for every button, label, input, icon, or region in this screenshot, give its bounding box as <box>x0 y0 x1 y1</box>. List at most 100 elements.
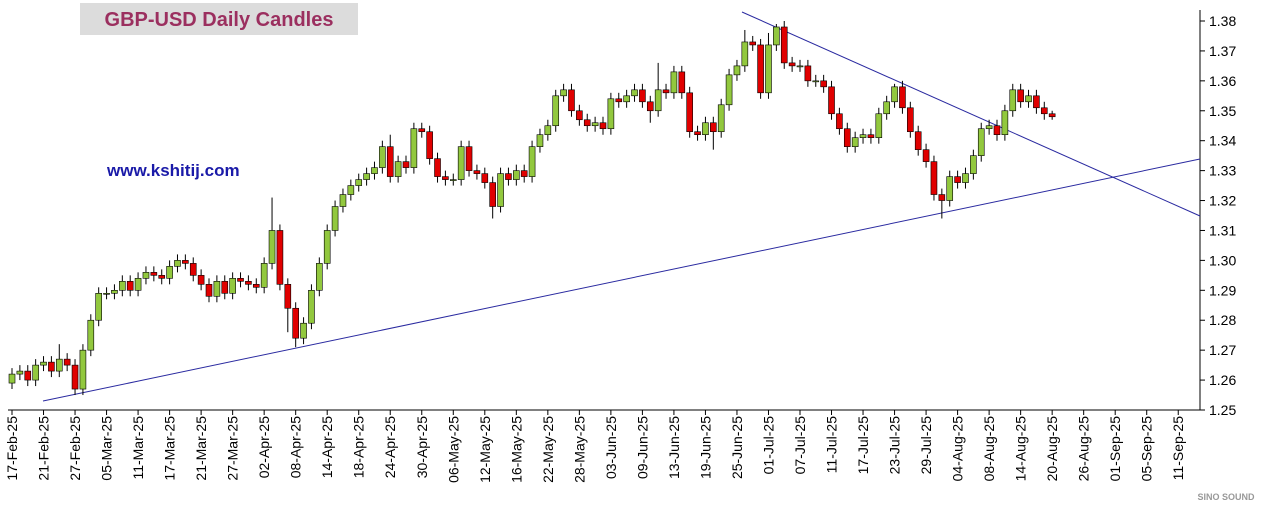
candle-body <box>717 104 725 133</box>
x-tick-label: 03-Jun-25 <box>603 416 619 479</box>
candle-body <box>473 170 481 174</box>
candle-body <box>962 173 969 183</box>
candle-body <box>276 230 284 285</box>
y-tick-label: 1.31 <box>1209 222 1236 238</box>
y-tick-label: 1.35 <box>1209 103 1236 119</box>
candle-body <box>899 86 906 109</box>
candle-body <box>1025 95 1032 103</box>
candle-body <box>977 128 985 156</box>
y-tick-label: 1.37 <box>1209 43 1236 59</box>
candle-body <box>859 134 867 138</box>
candle-body <box>119 281 126 291</box>
candle-body <box>339 194 347 207</box>
candle-body <box>773 26 780 46</box>
candle-body <box>331 206 339 231</box>
candle-body <box>418 128 426 133</box>
candle-body <box>662 89 670 94</box>
candle-body <box>694 131 701 136</box>
candle-body <box>678 71 686 94</box>
candle-body <box>166 266 173 279</box>
candle-body <box>24 370 32 381</box>
candle-body <box>268 230 276 264</box>
x-tick-label: 12-May-25 <box>477 416 493 483</box>
candle-body <box>410 128 418 168</box>
candle-body <box>1033 95 1040 109</box>
candle-body <box>891 86 898 103</box>
candle-body <box>111 290 118 294</box>
candle-body <box>946 176 954 201</box>
candle-body <box>379 146 386 168</box>
candle-body <box>851 137 859 147</box>
candle-body <box>449 179 457 181</box>
x-tick-label: 11-Mar-25 <box>130 416 146 480</box>
candle-body <box>497 173 504 207</box>
candle-body <box>197 275 205 285</box>
x-tick-label: 01-Jul-25 <box>760 416 776 475</box>
candle-body <box>394 161 402 177</box>
candle-body <box>284 284 292 309</box>
candle-body <box>938 194 946 201</box>
candle-body <box>654 89 662 112</box>
candle-body <box>63 358 71 366</box>
candle-body <box>442 176 449 180</box>
candle-body <box>245 281 252 285</box>
candle-body <box>87 319 95 351</box>
candle-body <box>970 155 977 174</box>
y-tick-label: 1.25 <box>1209 402 1236 418</box>
candle-body <box>134 278 142 291</box>
candle-body <box>386 146 394 177</box>
x-tick-label: 21-Feb-25 <box>36 416 52 481</box>
y-tick-label: 1.33 <box>1209 163 1236 179</box>
x-tick-label: 04-Aug-25 <box>950 416 966 482</box>
candle-body <box>993 125 1001 136</box>
candle-body <box>95 292 102 321</box>
candle-body <box>347 185 355 195</box>
x-tick-label: 19-Jun-25 <box>697 416 713 479</box>
candle-body <box>544 125 552 136</box>
candle-body <box>536 134 544 147</box>
candle-body <box>363 173 370 180</box>
x-tick-label: 14-Apr-25 <box>319 416 335 478</box>
candle-body <box>631 89 638 97</box>
candle-body <box>954 176 961 183</box>
title-box <box>80 3 358 35</box>
candle-body <box>189 263 197 276</box>
candle-body <box>914 131 922 150</box>
candle-body <box>710 122 717 133</box>
candle-body <box>686 92 693 133</box>
candle-body <box>639 89 646 103</box>
candle-body <box>583 119 591 127</box>
candle-body <box>426 131 433 159</box>
x-tick-label: 28-May-25 <box>571 416 587 483</box>
candle-body <box>1048 113 1056 118</box>
candle-body <box>174 260 181 267</box>
candle-body <box>489 182 496 207</box>
y-tick-label: 1.26 <box>1209 372 1236 388</box>
candle-body <box>8 373 16 384</box>
candle-body <box>16 370 24 375</box>
candle-body <box>828 86 835 115</box>
candle-body <box>922 149 930 162</box>
candle-body <box>528 146 536 177</box>
x-tick-label: 18-Apr-25 <box>351 416 367 478</box>
candle-body <box>205 284 213 297</box>
candle-body <box>79 349 87 390</box>
candle-body <box>292 307 299 339</box>
x-tick-label: 27-Mar-25 <box>225 416 241 481</box>
candle-body <box>883 101 890 115</box>
x-tick-label: 27-Feb-25 <box>67 416 83 481</box>
candle-body <box>32 364 39 381</box>
candle-body <box>300 322 307 339</box>
candle-body <box>520 170 528 177</box>
support-trendline <box>42 158 1201 402</box>
candle-body <box>812 80 820 83</box>
candle-body <box>733 65 741 76</box>
x-tick-label: 08-Apr-25 <box>288 416 304 478</box>
candle-body <box>985 125 993 130</box>
candle-body <box>103 292 110 295</box>
candle-body <box>1040 107 1048 115</box>
candle-body <box>591 122 599 127</box>
x-tick-label: 09-Jun-25 <box>634 416 650 479</box>
x-tick-label: 17-Mar-25 <box>162 416 178 481</box>
candle-body <box>930 161 938 195</box>
